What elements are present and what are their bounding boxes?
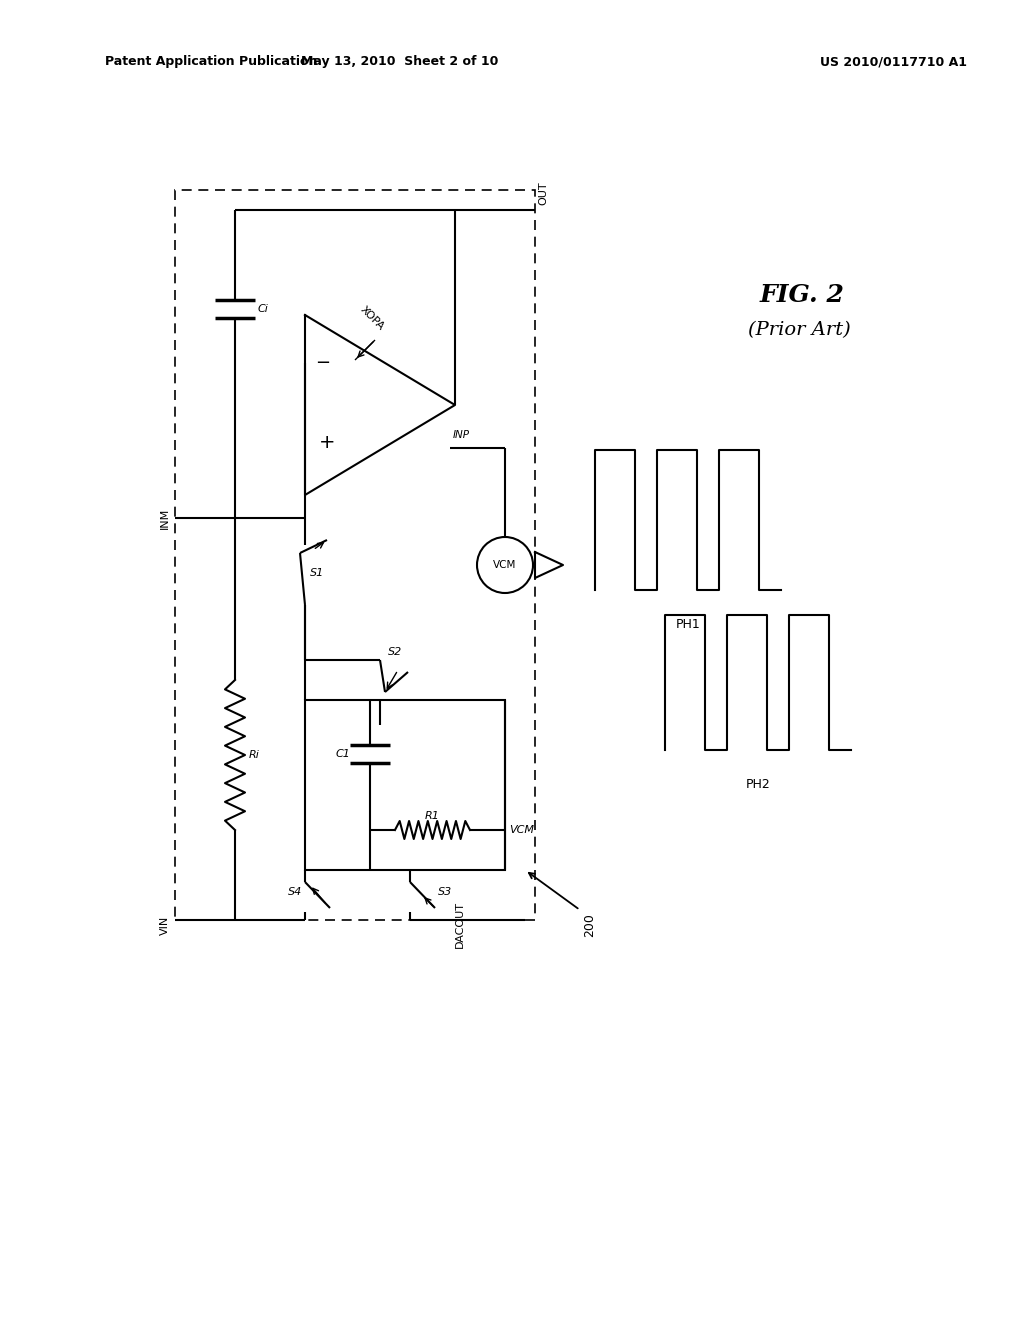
Text: XOPA: XOPA <box>358 304 386 331</box>
Text: −: − <box>315 354 331 372</box>
Text: +: + <box>318 433 335 453</box>
Text: US 2010/0117710 A1: US 2010/0117710 A1 <box>820 55 967 69</box>
Bar <box>305 700 505 870</box>
Text: DACOUT: DACOUT <box>455 902 465 949</box>
Text: VCM: VCM <box>509 825 534 836</box>
Text: Ci: Ci <box>258 304 269 314</box>
Text: 200: 200 <box>583 913 596 937</box>
Text: VCM: VCM <box>494 560 517 570</box>
Text: S1: S1 <box>310 568 325 578</box>
Text: C1: C1 <box>335 748 350 759</box>
Text: INP: INP <box>453 430 470 440</box>
Text: FIG. 2: FIG. 2 <box>760 282 845 308</box>
Text: VIN: VIN <box>160 915 170 935</box>
Text: R1: R1 <box>425 810 440 821</box>
Text: (Prior Art): (Prior Art) <box>748 321 851 339</box>
Text: INM: INM <box>160 507 170 528</box>
Text: S3: S3 <box>438 887 453 898</box>
Text: OUT: OUT <box>538 181 548 205</box>
Text: S2: S2 <box>388 647 402 657</box>
Text: Ri: Ri <box>249 750 260 760</box>
Text: PH1: PH1 <box>676 619 700 631</box>
Text: PH2: PH2 <box>745 779 770 792</box>
Text: May 13, 2010  Sheet 2 of 10: May 13, 2010 Sheet 2 of 10 <box>301 55 499 69</box>
Text: S4: S4 <box>288 887 302 898</box>
Text: Patent Application Publication: Patent Application Publication <box>105 55 317 69</box>
Bar <box>175 190 535 920</box>
